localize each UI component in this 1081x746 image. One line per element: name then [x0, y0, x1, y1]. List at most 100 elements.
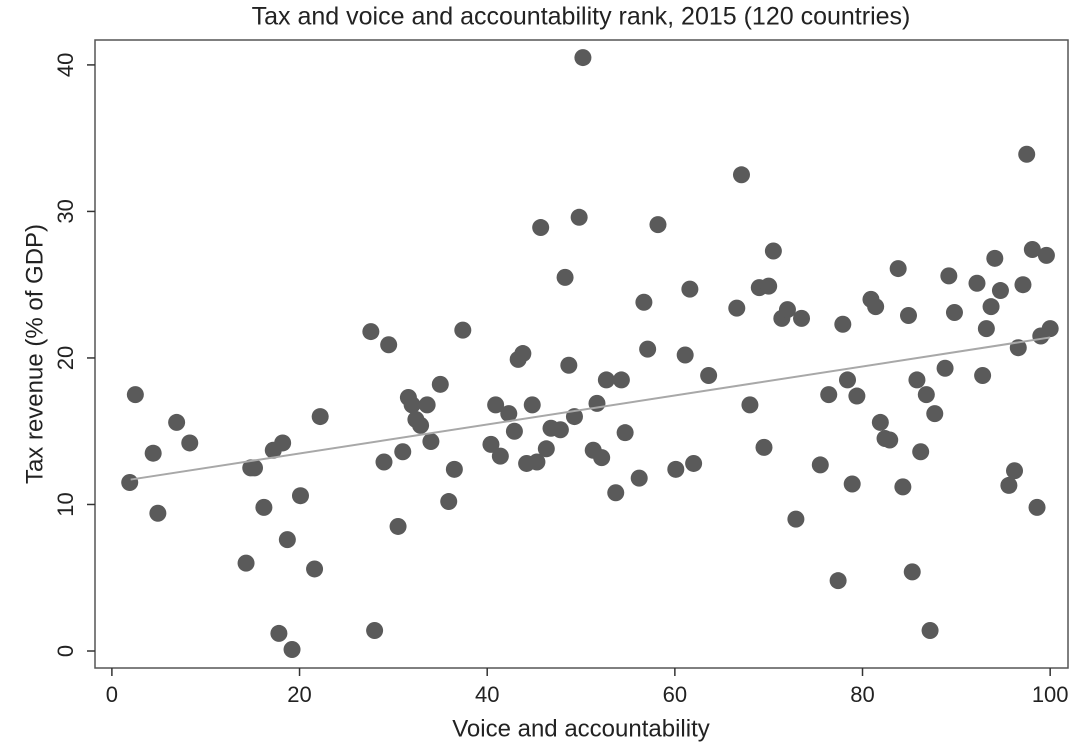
y-tick-label: 30 — [53, 199, 78, 223]
point — [1006, 462, 1024, 480]
x-tick-label: 60 — [663, 682, 687, 707]
point — [986, 249, 1004, 267]
point — [894, 478, 912, 496]
point — [676, 346, 694, 364]
point — [945, 304, 963, 322]
y-tick-label: 0 — [53, 645, 78, 657]
point — [389, 517, 407, 535]
point — [755, 438, 773, 456]
point — [270, 624, 288, 642]
point — [793, 309, 811, 327]
point — [1023, 241, 1041, 259]
point — [482, 435, 500, 453]
point — [274, 434, 292, 452]
point — [121, 474, 139, 492]
point — [639, 340, 657, 358]
point — [514, 345, 532, 363]
point — [820, 386, 838, 404]
point — [681, 280, 699, 298]
point — [1000, 476, 1018, 494]
point — [829, 572, 847, 590]
point — [936, 359, 954, 377]
point — [500, 405, 518, 423]
point — [732, 166, 750, 184]
point — [394, 443, 412, 461]
point — [612, 371, 630, 389]
point — [974, 367, 992, 385]
x-tick-label: 20 — [287, 682, 311, 707]
point — [903, 563, 921, 581]
point — [968, 274, 986, 292]
point — [431, 375, 449, 393]
point — [523, 396, 541, 414]
point — [1037, 246, 1055, 264]
point — [843, 475, 861, 493]
point — [440, 493, 458, 511]
point — [380, 336, 398, 354]
point — [764, 242, 782, 260]
point — [532, 219, 550, 237]
point — [487, 396, 505, 414]
x-tick-label: 0 — [106, 682, 118, 707]
point — [991, 282, 1009, 300]
point — [834, 315, 852, 333]
point — [403, 396, 421, 414]
point — [570, 208, 588, 226]
y-axis-label: Tax revenue (% of GDP) — [21, 224, 48, 484]
point — [311, 408, 329, 426]
point — [871, 413, 889, 431]
point — [848, 387, 866, 405]
point — [362, 323, 380, 341]
point — [412, 416, 430, 434]
point — [839, 371, 857, 389]
point — [912, 443, 930, 461]
point — [630, 469, 648, 487]
point — [283, 641, 301, 659]
point — [528, 453, 546, 471]
point — [1028, 498, 1046, 516]
point — [1041, 320, 1059, 338]
point — [607, 484, 625, 502]
point — [181, 434, 199, 452]
point — [889, 260, 907, 278]
point — [899, 306, 917, 324]
point — [418, 396, 436, 414]
point — [921, 621, 939, 639]
point — [917, 386, 935, 404]
x-axis-label: Voice and accountability — [452, 715, 710, 742]
x-tick-label: 100 — [1032, 682, 1069, 707]
point — [375, 453, 393, 471]
point — [728, 299, 746, 317]
point — [1018, 145, 1036, 163]
point — [144, 444, 162, 462]
y-tick-label: 10 — [53, 492, 78, 516]
point — [505, 422, 523, 440]
point — [926, 405, 944, 423]
point — [454, 321, 472, 339]
x-tick-label: 80 — [850, 682, 874, 707]
point — [778, 301, 796, 319]
y-tick-label: 40 — [53, 53, 78, 77]
point — [255, 498, 273, 516]
point — [306, 560, 324, 578]
fit-line — [130, 336, 1051, 481]
point — [741, 396, 759, 414]
point — [537, 440, 555, 458]
point — [246, 459, 264, 477]
point — [597, 371, 615, 389]
point — [881, 431, 899, 449]
point — [760, 277, 778, 295]
point — [635, 293, 653, 311]
point — [422, 432, 440, 450]
point — [168, 413, 186, 431]
point — [787, 510, 805, 528]
chart-title: Tax and voice and accountability rank, 2… — [252, 3, 911, 31]
point — [291, 487, 309, 505]
point — [278, 531, 296, 549]
point — [977, 320, 995, 338]
y-tick-label: 20 — [53, 346, 78, 370]
point — [593, 449, 611, 467]
point — [908, 371, 926, 389]
point — [1014, 276, 1032, 294]
